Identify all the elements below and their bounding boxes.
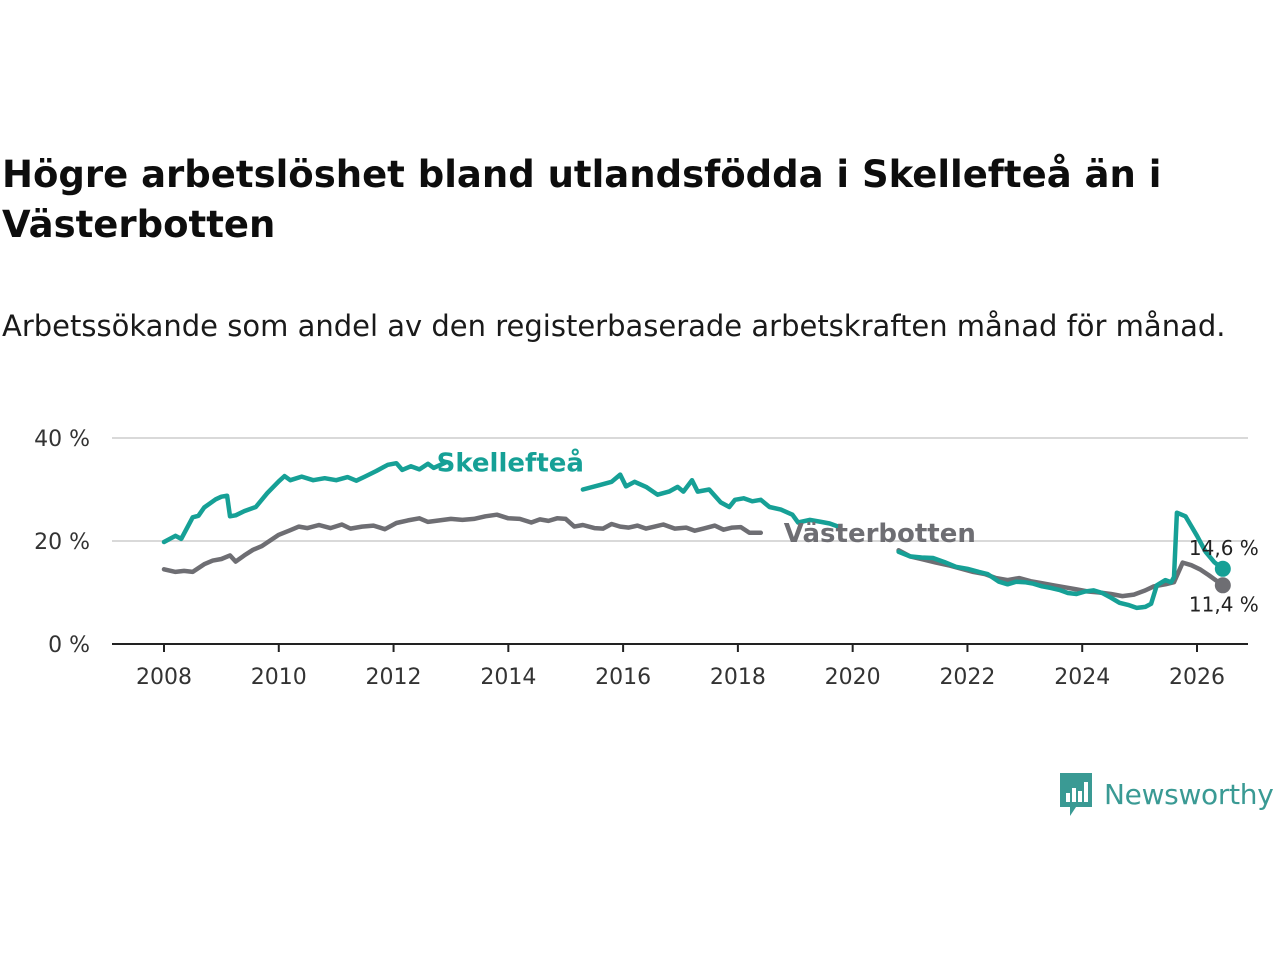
x-tick-label: 2024 [1054,665,1110,690]
series-line-v-sterbotten [161,512,764,575]
series-line-skellefte- [580,472,841,529]
x-tick-label: 2026 [1169,665,1225,690]
x-tick-label: 2008 [136,665,192,690]
end-label-skellefte-: 14,6 % [1189,536,1259,560]
axes: 0 % 20 % 40 % 2008 2010 2012 2014 2016 2018 2020 2… [34,427,1248,690]
brand-name: Newsworthy [1104,777,1274,811]
series-label-v-sterbotten: Västerbotten [784,519,976,549]
end-point-skellefte- [1214,560,1231,577]
y-tick-label: 20 % [34,530,90,555]
x-tick-label: 2012 [366,665,422,690]
y-tick-label: 0 % [48,633,90,658]
series-label-skellefte-: Skellefteå [437,446,584,478]
grid-lines [112,437,1248,542]
labels: Skellefteå Västerbotten 14,6 % 11,4 % [437,446,1259,616]
x-tick-label: 2018 [710,665,766,690]
newsworthy-brand[interactable]: Newsworthy [1058,770,1274,818]
series-lines [161,460,1231,611]
chart-title: Högre arbetslöshet bland utlandsfödda i … [2,153,1162,246]
end-point-v-sterbotten [1214,577,1231,594]
line-chart: 0 % 20 % 40 % 2008 2010 2012 2014 2016 2018 2020 2… [34,427,1259,690]
x-tick-label: 2022 [939,665,995,690]
newsworthy-logo-icon [1060,773,1092,816]
x-tick-label: 2014 [480,665,536,690]
series-line-skellefte- [896,510,1226,611]
x-tick-label: 2016 [595,665,651,690]
series-line-skellefte- [161,460,448,545]
y-tick-label: 40 % [34,427,90,452]
x-tick-label: 2010 [251,665,307,690]
x-tick-label: 2020 [825,665,881,690]
chart-subtitle: Arbetssökande som andel av den registerb… [2,309,1226,343]
end-label-v-sterbotten: 11,4 % [1189,592,1259,616]
